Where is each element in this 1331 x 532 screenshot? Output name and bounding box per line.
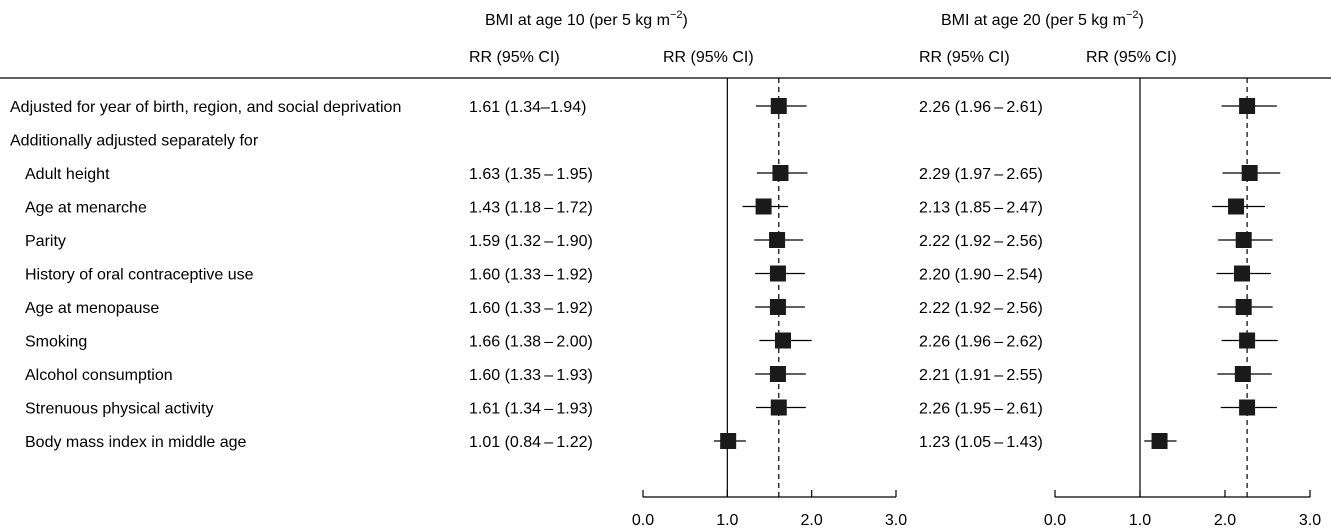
point-estimate-marker xyxy=(769,366,786,382)
point-estimate-marker xyxy=(772,165,789,181)
estimate-ci-age-10: 1.60 (1.33 – 1.93) xyxy=(469,367,593,384)
point-estimate-marker xyxy=(1239,399,1256,416)
x-tick-label: 3.0 xyxy=(1299,512,1321,529)
estimate-ci-age-10: 1.43 (1.18 – 1.72) xyxy=(469,200,593,217)
x-tick-label: 3.0 xyxy=(885,512,907,529)
row-label: Age at menopause xyxy=(25,300,159,317)
estimate-ci-age-10: 1.61 (1.34 – 1.93) xyxy=(469,401,593,418)
estimate-ci-age-10: 1.01 (0.84 – 1.22) xyxy=(469,434,593,451)
point-estimate-marker xyxy=(1228,198,1245,215)
point-estimate-marker xyxy=(720,433,737,449)
row-label: Adult height xyxy=(25,166,110,183)
estimate-ci-age-20: 2.20 (1.90 – 2.54) xyxy=(919,267,1043,284)
point-estimate-marker xyxy=(1151,433,1168,449)
estimate-ci-age-20: 2.22 (1.92 – 2.56) xyxy=(919,233,1043,250)
x-tick-label: 1.0 xyxy=(716,512,738,529)
point-estimate-marker xyxy=(1235,299,1252,315)
x-tick-label: 1.0 xyxy=(1129,512,1151,529)
panel-title-bmi-age-20: BMI at age 20 (per 5 kg m−2) xyxy=(941,9,1144,29)
forest-panel-bmi-age-20: 0.0 1.0 2.0 3.0 xyxy=(1044,78,1321,529)
point-estimate-marker xyxy=(770,98,787,114)
estimate-ci-age-20: 2.21 (1.91 – 2.55) xyxy=(919,367,1043,384)
estimate-ci-age-10: 1.60 (1.33 – 1.92) xyxy=(469,300,593,317)
x-tick-label: 0.0 xyxy=(1044,512,1066,529)
point-estimate-marker xyxy=(1239,332,1256,349)
column-label-ci-2: RR (95% CI) xyxy=(919,49,1010,66)
estimate-ci-age-10: 1.59 (1.32 – 1.90) xyxy=(469,233,593,250)
estimate-ci-age-10: 1.61 (1.34–1.94) xyxy=(469,99,586,116)
row-label: Age at menarche xyxy=(25,200,147,217)
row-label: Adjusted for year of birth, region, and … xyxy=(10,99,401,116)
point-estimate-marker xyxy=(1239,98,1256,114)
row-label: Alcohol consumption xyxy=(25,367,173,384)
row-label: Strenuous physical activity xyxy=(25,401,214,418)
point-estimate-marker xyxy=(1234,366,1251,382)
column-label-plot-1: RR (95% CI) xyxy=(663,49,754,66)
panel-title-bmi-age-10: BMI at age 10 (per 5 kg m−2) xyxy=(485,9,688,29)
row-label: Parity xyxy=(25,233,66,250)
estimate-ci-age-20: 1.23 (1.05 – 1.43) xyxy=(919,434,1043,451)
forest-panel-bmi-age-10: 0.0 1.0 2.0 3.0 xyxy=(632,78,907,529)
estimate-ci-age-20: 2.26 (1.96 – 2.61) xyxy=(919,99,1043,116)
point-estimate-marker xyxy=(1234,265,1250,282)
x-tick-label: 2.0 xyxy=(801,512,823,529)
point-estimate-marker xyxy=(770,399,787,416)
estimate-ci-age-10: 1.66 (1.38 – 2.00) xyxy=(469,334,593,351)
point-estimate-marker xyxy=(774,332,791,349)
row-label: Additionally adjusted separately for xyxy=(10,133,259,150)
point-estimate-marker xyxy=(1235,232,1252,248)
point-estimate-marker xyxy=(769,265,786,282)
column-label-plot-2: RR (95% CI) xyxy=(1086,49,1177,66)
estimate-ci-age-20: 2.29 (1.97 – 2.65) xyxy=(919,166,1043,183)
estimate-ci-age-20: 2.13 (1.85 – 2.47) xyxy=(919,200,1043,217)
point-estimate-marker xyxy=(769,232,786,248)
row-label: Body mass index in middle age xyxy=(25,434,247,451)
estimate-ci-age-10: 1.60 (1.33 – 1.92) xyxy=(469,267,593,284)
column-label-ci-1: RR (95% CI) xyxy=(469,49,560,66)
estimate-ci-age-10: 1.63 (1.35 – 1.95) xyxy=(469,166,593,183)
point-estimate-marker xyxy=(1241,165,1258,181)
estimate-ci-age-20: 2.26 (1.95 – 2.61) xyxy=(919,401,1043,418)
x-tick-label: 2.0 xyxy=(1214,512,1236,529)
row-labels-and-estimates: Adjusted for year of birth, region, and … xyxy=(10,99,1043,451)
estimate-ci-age-20: 2.26 (1.96 – 2.62) xyxy=(919,334,1043,351)
row-label: History of oral contraceptive use xyxy=(25,267,254,284)
x-tick-label: 0.0 xyxy=(632,512,654,529)
point-estimate-marker xyxy=(755,198,772,215)
estimate-ci-age-20: 2.22 (1.92 – 2.56) xyxy=(919,300,1043,317)
row-label: Smoking xyxy=(25,334,87,351)
point-estimate-marker xyxy=(769,299,786,315)
